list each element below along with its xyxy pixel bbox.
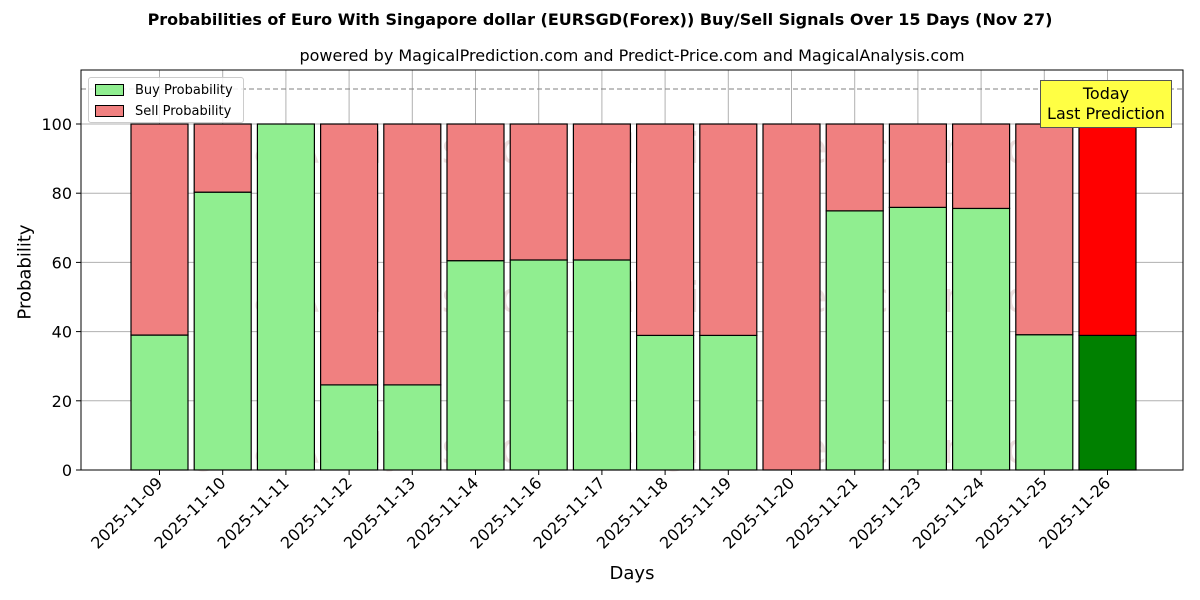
bars [130, 123, 1137, 471]
y-tick-label: 100 [41, 115, 72, 134]
legend: Buy Probability Sell Probability [88, 77, 244, 123]
sell-bar [699, 123, 758, 337]
buy-bar [1015, 334, 1074, 471]
legend-item-buy: Buy Probability [95, 82, 233, 98]
sell-bar [762, 123, 821, 471]
annotation-line-2: Last Prediction [1047, 104, 1165, 123]
sell-swatch-icon [95, 105, 124, 117]
y-tick-label: 40 [52, 323, 72, 342]
x-axis-label: Days [609, 563, 655, 584]
buy-bar [825, 210, 884, 471]
sell-bar [130, 123, 189, 336]
y-tick-label: 60 [52, 253, 72, 272]
y-tick-label: 80 [52, 184, 72, 203]
legend-buy-label: Buy Probability [135, 82, 233, 98]
y-tick-label: 0 [62, 461, 72, 480]
y-axis-label: Probability [14, 224, 36, 320]
legend-item-sell: Sell Probability [95, 103, 231, 119]
sell-bar [888, 123, 948, 208]
sell-bar [320, 123, 379, 386]
y-tick-label: 20 [52, 392, 72, 411]
buy-bar [888, 206, 948, 471]
y-axis: 0 20 40 60 80 100 [41, 115, 81, 480]
sell-bar [1015, 123, 1074, 336]
legend-sell-label: Sell Probability [135, 103, 232, 119]
sell-bar [193, 123, 252, 193]
buy-bar [130, 334, 189, 471]
buy-bar [572, 259, 632, 471]
buy-bar [951, 207, 1011, 471]
buy-bar [1078, 334, 1137, 471]
chart-subtitle: powered by MagicalPrediction.com and Pre… [299, 46, 965, 65]
buy-bar [193, 191, 252, 471]
buy-bar [320, 384, 379, 471]
plot-frame [80, 69, 1184, 471]
buy-bar [383, 384, 442, 471]
sell-bar [951, 123, 1011, 210]
buy-bar [509, 259, 568, 471]
sell-bar [825, 123, 884, 212]
today-annotation: Today Last Prediction [1040, 80, 1172, 128]
sell-bar [572, 123, 632, 261]
buy-bar [256, 123, 315, 471]
sell-bar [635, 123, 695, 337]
annotation-line-1: Today [1082, 84, 1130, 103]
chart-title: Probabilities of Euro With Singapore dol… [147, 10, 1053, 29]
x-axis: 2025-11-092025-11-102025-11-112025-11-12… [87, 470, 1114, 553]
buy-bar [699, 334, 758, 471]
buy-bar [635, 334, 695, 471]
sell-bar [446, 123, 505, 262]
sell-bar [383, 123, 442, 386]
buy-bar [446, 260, 505, 471]
sell-bar [509, 123, 568, 261]
sell-bar [1078, 123, 1137, 337]
buy-swatch-icon [95, 84, 124, 96]
